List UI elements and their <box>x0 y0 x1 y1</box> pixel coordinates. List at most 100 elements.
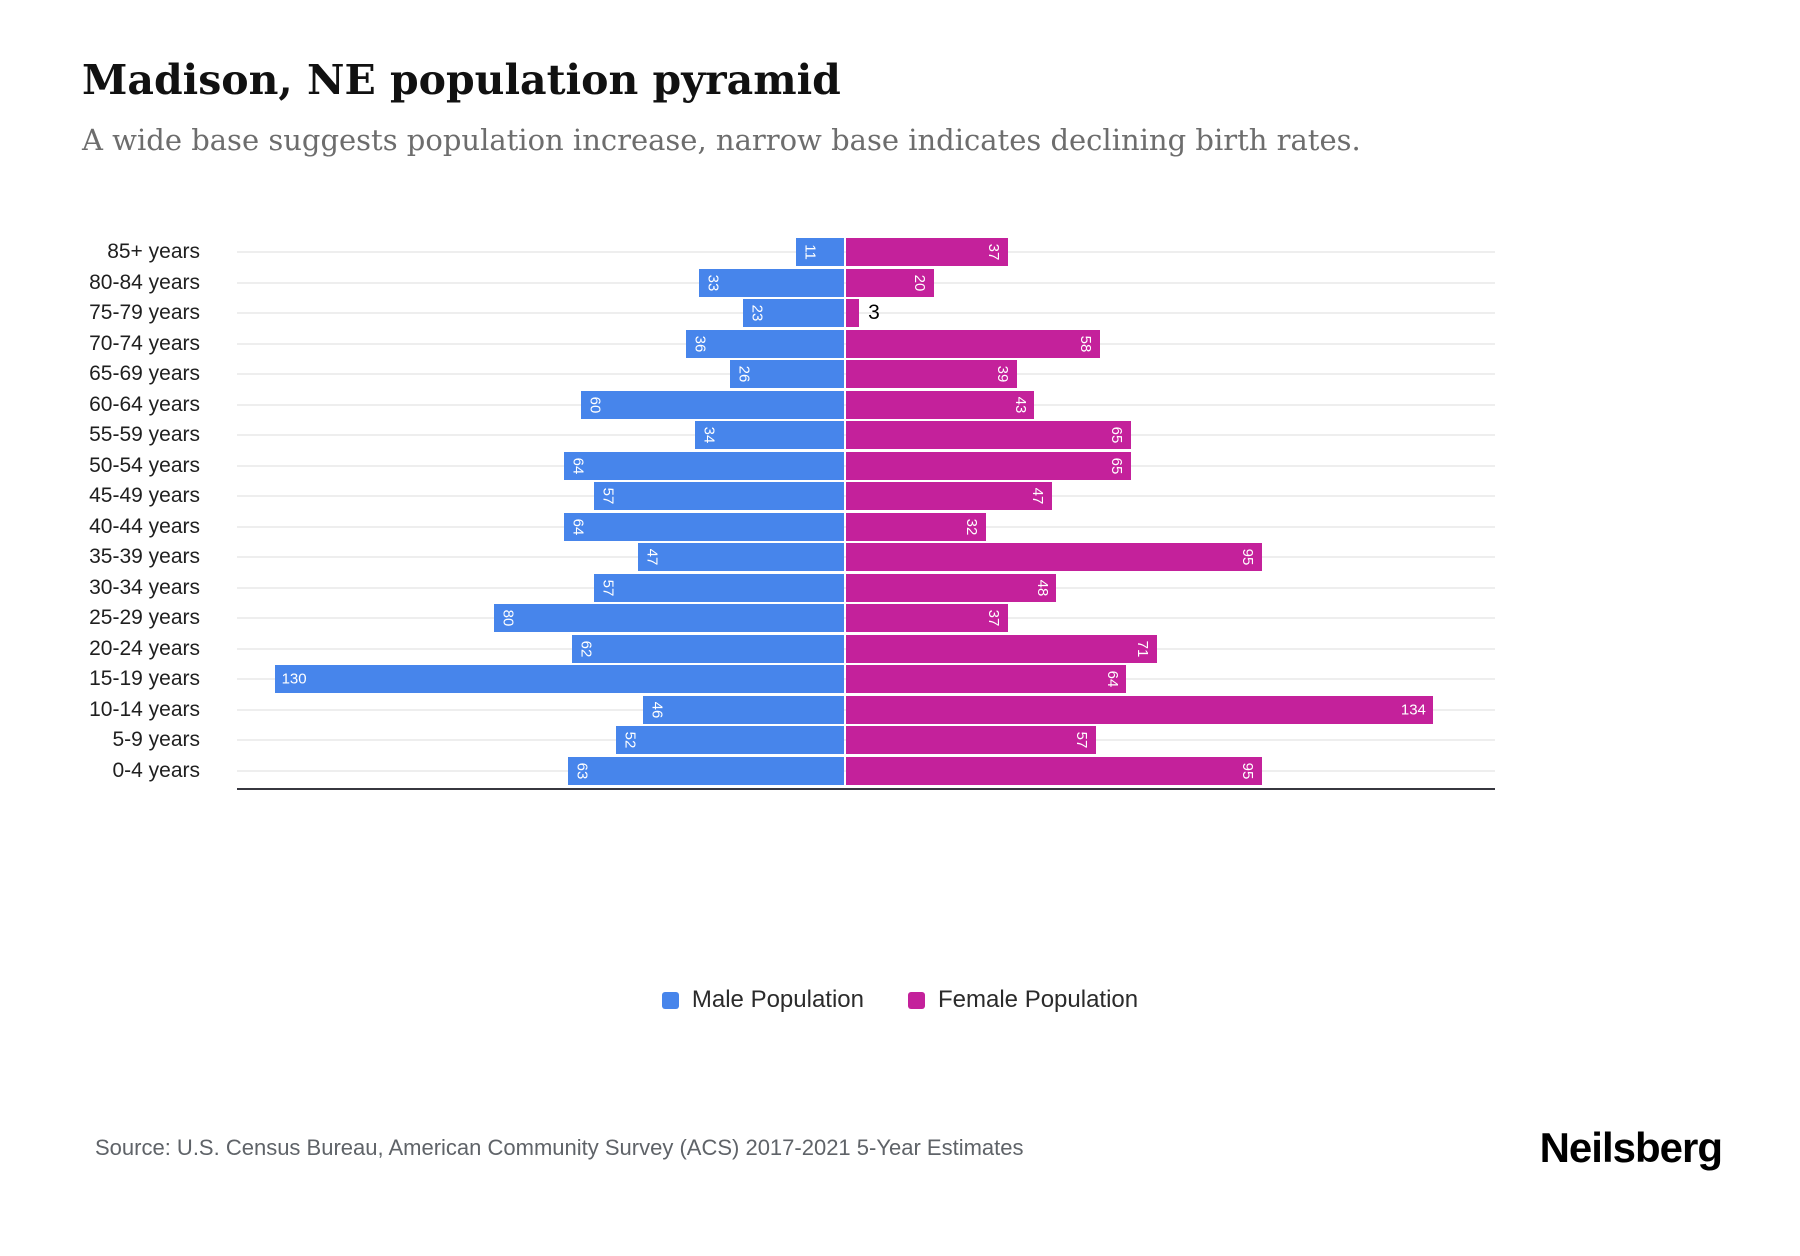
female-bar[interactable]: 57 <box>846 726 1096 754</box>
bar-value-label: 57 <box>599 579 617 596</box>
y-axis-label: 80-84 years <box>89 270 200 294</box>
male-bar[interactable]: 33 <box>699 268 844 297</box>
pyramid-row: 70-74 years 36 58 <box>0 329 1800 360</box>
pyramid-row: 20-24 years 62 71 <box>0 634 1800 665</box>
bar-value-label: 57 <box>1073 731 1091 749</box>
y-axis-label: 40-44 years <box>89 514 200 538</box>
male-bar[interactable]: 34 <box>695 421 844 449</box>
pyramid-row: 50-54 years 64 65 <box>0 451 1800 482</box>
bar-value-label: 47 <box>1029 487 1047 505</box>
y-axis-label: 35-39 years <box>89 545 200 569</box>
male-bar[interactable]: 46 <box>642 695 844 724</box>
pyramid-row: 45-49 years 57 47 <box>0 481 1800 512</box>
bar-value-label: 64 <box>569 457 587 474</box>
plot-area: 34 65 <box>237 420 1495 451</box>
female-bar[interactable]: 43 <box>846 390 1035 419</box>
female-bar[interactable]: 65 <box>846 451 1131 480</box>
female-bar[interactable]: 37 <box>846 238 1009 266</box>
bar-value-label: 33 <box>704 274 722 291</box>
y-axis-label: 20-24 years <box>89 636 200 660</box>
plot-area: 47 95 <box>237 542 1495 573</box>
male-bar[interactable]: 11 <box>795 238 844 266</box>
bar-value-label: 34 <box>700 426 718 444</box>
female-bar[interactable]: 39 <box>846 360 1017 388</box>
chart-card: Madison, NE population pyramid A wide ba… <box>0 56 1800 1256</box>
plot-area: 52 57 <box>237 725 1495 756</box>
female-swatch-icon <box>908 991 925 1009</box>
bar-value-label: 64 <box>1103 670 1121 688</box>
plot-area: 46 134 <box>237 695 1495 726</box>
legend-male-label: Male Population <box>691 986 864 1013</box>
bar-value-label: 95 <box>1239 548 1257 566</box>
female-bar[interactable]: 65 <box>846 421 1131 449</box>
plot-area: 36 58 <box>237 329 1495 360</box>
legend-female-label: Female Population <box>938 986 1139 1013</box>
bar-value-label: 95 <box>1239 762 1257 779</box>
male-bar[interactable]: 60 <box>581 390 844 419</box>
female-bar[interactable]: 32 <box>846 512 987 541</box>
female-bar[interactable]: 71 <box>846 634 1157 663</box>
pyramid-row: 10-14 years 46 134 <box>0 695 1800 726</box>
y-axis-label: 30-34 years <box>89 575 200 599</box>
male-bar[interactable]: 63 <box>568 756 844 785</box>
female-bar[interactable]: 134 <box>846 695 1433 724</box>
male-bar[interactable]: 52 <box>616 726 844 754</box>
pyramid-row: 75-79 years 23 3 <box>0 298 1800 329</box>
bar-value-label: 52 <box>621 731 639 749</box>
plot-area: 57 48 <box>237 573 1495 604</box>
bar-value-label: 80 <box>499 609 517 627</box>
bar-value-label: 58 <box>1077 335 1095 352</box>
male-bar[interactable]: 57 <box>594 573 844 602</box>
plot-area: 23 3 <box>237 298 1495 329</box>
y-axis-label: 75-79 years <box>89 301 200 325</box>
y-axis-label: 10-14 years <box>89 697 200 721</box>
bar-value-label: 3 <box>868 301 880 324</box>
female-bar[interactable]: 20 <box>846 268 934 297</box>
male-bar[interactable]: 36 <box>686 329 844 358</box>
bar-value-label: 134 <box>1400 701 1426 718</box>
female-bar[interactable]: 95 <box>846 756 1263 785</box>
male-bar[interactable]: 130 <box>274 665 844 693</box>
plot-area: 60 43 <box>237 390 1495 421</box>
male-bar[interactable]: 57 <box>594 482 844 510</box>
pyramid-row: 80-84 years 33 20 <box>0 268 1800 299</box>
pyramid-row: 5-9 years 52 57 <box>0 725 1800 756</box>
bar-value-label: 65 <box>1108 457 1126 474</box>
bar-value-label: 63 <box>573 762 591 779</box>
male-bar[interactable]: 47 <box>638 543 844 571</box>
female-bar[interactable]: 95 <box>846 543 1263 571</box>
pyramid-row: 25-29 years 80 37 <box>0 603 1800 634</box>
legend-item-male[interactable]: Male Population <box>661 986 864 1014</box>
bar-value-label: 71 <box>1134 640 1152 657</box>
legend-item-female[interactable]: Female Population <box>908 986 1138 1014</box>
y-axis-label: 15-19 years <box>89 667 200 691</box>
pyramid-row: 35-39 years 47 95 <box>0 542 1800 573</box>
brand-logo: Neilsberg <box>1539 1124 1723 1171</box>
y-axis-label: 5-9 years <box>112 728 200 752</box>
bar-value-label: 11 <box>801 244 819 260</box>
male-bar[interactable]: 23 <box>743 299 844 327</box>
male-swatch-icon <box>661 991 679 1009</box>
pyramid-row: 15-19 years 130 64 <box>0 664 1800 695</box>
male-bar[interactable]: 80 <box>493 604 844 632</box>
male-bar[interactable]: 26 <box>730 360 844 388</box>
bar-value-label: 26 <box>735 365 753 383</box>
population-pyramid-chart: 85+ years 11 37 80-84 years 33 20 75-79 years 2… <box>0 237 1800 790</box>
female-bar[interactable]: 64 <box>846 665 1127 693</box>
female-bar[interactable]: 37 <box>846 604 1009 632</box>
bar-value-label: 62 <box>577 640 595 657</box>
female-bar[interactable]: 58 <box>846 329 1101 358</box>
pyramid-row: 85+ years 11 37 <box>0 237 1800 268</box>
plot-area: 63 95 <box>237 756 1495 787</box>
y-axis-label: 45-49 years <box>89 484 200 508</box>
female-bar[interactable]: 47 <box>846 482 1052 510</box>
bar-value-label: 46 <box>648 701 666 718</box>
male-bar[interactable]: 62 <box>572 634 844 663</box>
pyramid-row: 60-64 years 60 43 <box>0 390 1800 421</box>
male-bar[interactable]: 64 <box>563 512 844 541</box>
female-bar[interactable]: 48 <box>846 573 1057 602</box>
female-bar[interactable]: 3 <box>846 299 880 327</box>
bar-value-label: 37 <box>985 243 1003 261</box>
y-axis-label: 50-54 years <box>89 453 200 477</box>
male-bar[interactable]: 64 <box>563 451 844 480</box>
